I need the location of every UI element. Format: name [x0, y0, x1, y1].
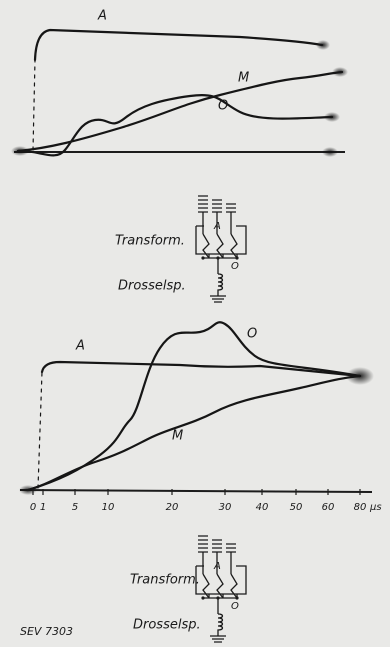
page: {"figure_top": {"curve_labels": ["A", "M…: [0, 0, 390, 647]
circuit-diagram: [196, 536, 246, 642]
curve-o: [18, 95, 332, 155]
curve-label: M: [238, 71, 249, 86]
x-tick-label: 5: [72, 502, 78, 513]
curve-m: [28, 376, 360, 490]
transformer-label: Transform.: [130, 573, 200, 588]
node-label: A: [213, 221, 221, 232]
figure-code: SEV 7303: [20, 625, 73, 638]
x-tick-label: 20: [166, 502, 179, 513]
axis-unit: µs: [369, 502, 382, 513]
top-oscillogram: A M O: [11, 9, 348, 158]
bottom-circuit: Transform. Drosselsp. A O: [130, 536, 246, 642]
curve-a-rise: [33, 60, 35, 150]
curve-a-rise: [38, 372, 42, 488]
spot: [322, 147, 338, 157]
curve-m: [18, 72, 342, 151]
x-tick-label: 10: [102, 502, 115, 513]
time-axis: [20, 490, 372, 492]
curve-label: A: [97, 9, 107, 24]
x-tick-label: 60: [322, 502, 335, 513]
curve-label: O: [218, 99, 228, 114]
curve-label: O: [247, 327, 257, 342]
x-tick-label: 40: [256, 502, 269, 513]
x-tick-label: 80: [354, 502, 367, 513]
node-label: O: [231, 261, 239, 272]
x-tick-label: 1: [40, 502, 46, 513]
transformer-label: Transform.: [115, 234, 185, 249]
choke-label: Drosselsp.: [118, 279, 186, 294]
x-tick-label: 0: [30, 502, 36, 513]
figure: A M O Transform. Drosselsp. A O A O M µs…: [0, 0, 390, 647]
curve-label: M: [172, 429, 183, 444]
curve-label: A: [75, 339, 85, 354]
node-label: O: [231, 601, 239, 612]
curve-a: [35, 30, 322, 60]
circuit-diagram: [196, 196, 246, 302]
top-circuit: Transform. Drosselsp. A O: [115, 196, 246, 302]
choke-label: Drosselsp.: [133, 618, 201, 633]
x-tick-label: 30: [219, 502, 232, 513]
node-label: A: [213, 561, 221, 572]
x-tick-label: 50: [290, 502, 303, 513]
